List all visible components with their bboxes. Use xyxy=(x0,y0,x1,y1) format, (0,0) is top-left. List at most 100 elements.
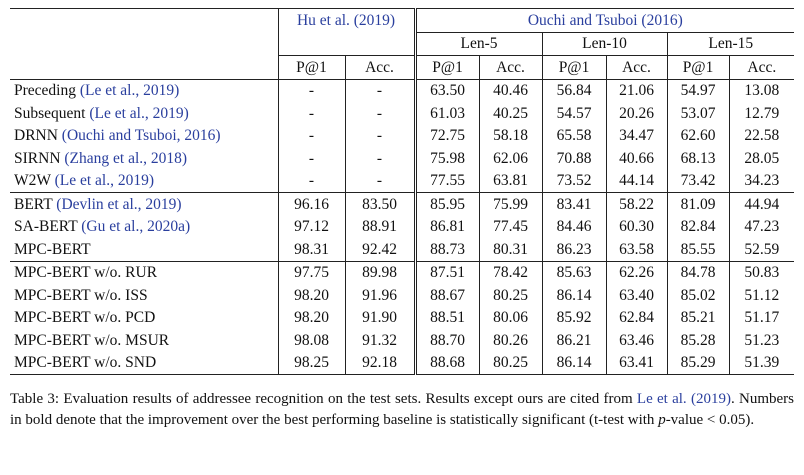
metric-value-cell: 20.26 xyxy=(605,102,668,125)
metric-header: Acc. xyxy=(478,55,543,79)
metric-value-cell: - xyxy=(344,78,416,102)
metric-value-cell: 88.51 xyxy=(413,306,480,329)
metric-value-cell: - xyxy=(277,124,345,147)
model-name-cell: SIRNN (Zhang et al., 2018) xyxy=(10,147,278,170)
model-name: Preceding xyxy=(14,82,80,99)
caption-cite-year[interactable]: (2019) xyxy=(690,391,731,407)
model-citation-link[interactable]: (Zhang et al., 2018) xyxy=(64,149,188,167)
metric-value-cell: 80.31 xyxy=(478,238,543,261)
metric-value-cell: 54.97 xyxy=(666,78,730,102)
table-row: SIRNN (Zhang et al., 2018) - -75.98 62.06 70… xyxy=(10,147,795,170)
table-caption: Table 3: Evaluation results of addressee… xyxy=(10,389,794,430)
metric-value-cell: 62.84 xyxy=(605,306,668,329)
metric-header: P@1 xyxy=(541,55,607,79)
metric-value-cell: - xyxy=(277,102,345,125)
metric-header: Acc. xyxy=(728,55,795,79)
metric-value-cell: 97.75 xyxy=(277,260,345,284)
metric-value-cell: 63.46 xyxy=(605,329,668,352)
metric-header: Acc. xyxy=(344,55,416,79)
metric-value-cell: 63.40 xyxy=(605,284,668,307)
table-row: MPC-BERT w/o. SND 98.25 92.18 88.68 80.25 86.… xyxy=(10,351,795,375)
header-group-hu: Hu et al. (2019) xyxy=(277,8,416,32)
model-name: W2W xyxy=(14,172,55,189)
metric-value-cell: 50.83 xyxy=(728,260,795,284)
model-name-cell: Subsequent (Le et al., 2019) xyxy=(10,102,278,125)
header-len-10: Len-10 xyxy=(541,31,668,56)
metric-value-cell: 88.68 xyxy=(413,351,480,375)
model-name: MPC-BERT w/o. SND xyxy=(14,354,157,371)
metric-value-cell: 78.42 xyxy=(478,260,543,284)
metric-value-cell: 53.07 xyxy=(666,102,730,125)
model-name-cell: SA-BERT (Gu et al., 2020a) xyxy=(10,216,278,239)
header-group-ouchi: Ouchi and Tsuboi (2016) xyxy=(413,8,795,32)
metric-value-cell: 62.06 xyxy=(478,147,543,170)
model-name-cell: MPC-BERT w/o. RUR xyxy=(10,260,278,284)
model-name: MPC-BERT w/o. PCD xyxy=(14,309,156,326)
model-citation-link[interactable]: (Le et al., 2019) xyxy=(89,104,189,122)
table-row: MPC-BERT 98.31 92.42 88.73 80.31 86.23 63.58 85… xyxy=(10,238,795,261)
results-table: Hu et al. (2019) Ouchi and Tsuboi (2016)… xyxy=(10,8,795,375)
metric-value-cell: 88.67 xyxy=(413,284,480,307)
metric-value-cell: 85.55 xyxy=(666,238,730,261)
metric-value-cell: 96.16 xyxy=(277,192,345,216)
model-citation-link[interactable]: (Devlin et al., 2019) xyxy=(56,195,182,213)
table-row: MPC-BERT w/o. ISS 98.20 91.96 88.67 80.25 86.… xyxy=(10,284,795,307)
metric-value-cell: 51.39 xyxy=(728,351,795,375)
model-name-cell: W2W (Le et al., 2019) xyxy=(10,170,278,193)
metric-value-cell: 80.25 xyxy=(478,351,543,375)
metric-value-cell: 75.99 xyxy=(478,192,543,216)
caption-text: . Numbers in bold denote that the improv… xyxy=(10,391,794,428)
model-name-cell: Preceding (Le et al., 2019) xyxy=(10,78,278,102)
model-citation-link[interactable]: (Le et al., 2019) xyxy=(79,82,180,99)
model-citation-link[interactable]: (Gu et al., 2020a) xyxy=(81,218,191,235)
table-row: W2W (Le et al., 2019) - -77.55 63.81 73.52 44… xyxy=(10,169,795,193)
metric-value-cell: 63.41 xyxy=(605,351,668,375)
model-name: MPC-BERT w/o. RUR xyxy=(14,264,158,281)
metric-value-cell: 22.58 xyxy=(728,124,795,147)
caption-text: -value < 0.05). xyxy=(665,411,755,428)
model-name-cell: MPC-BERT w/o. SND xyxy=(10,351,278,375)
metric-value-cell: 63.50 xyxy=(413,78,480,102)
metric-value-cell: 98.08 xyxy=(277,329,345,352)
header-row-groups: Hu et al. (2019) Ouchi and Tsuboi (2016) xyxy=(10,8,795,32)
metric-value-cell: 73.42 xyxy=(666,169,730,193)
metric-value-cell: - xyxy=(277,78,345,102)
metric-value-cell: 80.06 xyxy=(478,306,543,329)
caption-cite-link[interactable]: Le et al. xyxy=(636,391,687,407)
header-len-15: Len-15 xyxy=(666,31,795,56)
metric-value-cell: 58.18 xyxy=(478,124,543,147)
metric-value-cell: 82.84 xyxy=(666,215,730,238)
metric-header: P@1 xyxy=(413,55,480,79)
metric-value-cell: - xyxy=(344,169,416,193)
metric-value-cell: 61.03 xyxy=(413,102,480,125)
header-row-metrics: P@1 Acc. P@1 Acc. P@1 Acc. P@1 Acc. xyxy=(10,55,795,79)
metric-value-cell: 62.26 xyxy=(605,260,668,284)
table-row: MPC-BERT w/o. RUR 97.75 89.98 87.51 78.42 85.… xyxy=(10,260,795,284)
header-row-len: Len-5 Len-10 Len-15 xyxy=(10,31,795,56)
model-name: MPC-BERT xyxy=(14,240,91,258)
metric-value-cell: - xyxy=(344,124,416,147)
model-name-cell: BERT (Devlin et al., 2019) xyxy=(10,192,278,216)
metric-value-cell: 85.29 xyxy=(666,351,730,375)
model-citation-link[interactable]: (Le et al., 2019) xyxy=(54,172,155,189)
metric-value-cell: 86.14 xyxy=(541,284,607,307)
metric-value-cell: 98.20 xyxy=(277,306,345,329)
metric-value-cell: 51.12 xyxy=(728,284,795,307)
model-citation-link[interactable]: (Ouchi and Tsuboi, 2016) xyxy=(61,127,221,144)
metric-value-cell: 40.25 xyxy=(478,102,543,125)
metric-value-cell: 63.81 xyxy=(478,169,543,193)
model-name-cell: MPC-BERT xyxy=(10,238,278,261)
metric-value-cell: 73.52 xyxy=(541,169,607,193)
metric-value-cell: 83.41 xyxy=(541,192,607,216)
metric-value-cell: 51.23 xyxy=(728,329,795,352)
metric-value-cell: 86.23 xyxy=(541,238,607,261)
metric-value-cell: 52.59 xyxy=(728,238,795,261)
metric-value-cell: 83.50 xyxy=(344,192,416,216)
metric-value-cell: 85.63 xyxy=(541,260,607,284)
metric-value-cell: 84.78 xyxy=(666,260,730,284)
table-container: Hu et al. (2019) Ouchi and Tsuboi (2016)… xyxy=(10,8,795,430)
model-name: MPC-BERT w/o. ISS xyxy=(14,286,148,304)
metric-value-cell: 91.32 xyxy=(344,329,416,352)
metric-value-cell: 80.25 xyxy=(478,284,543,307)
model-name-cell: MPC-BERT w/o. ISS xyxy=(10,284,278,307)
